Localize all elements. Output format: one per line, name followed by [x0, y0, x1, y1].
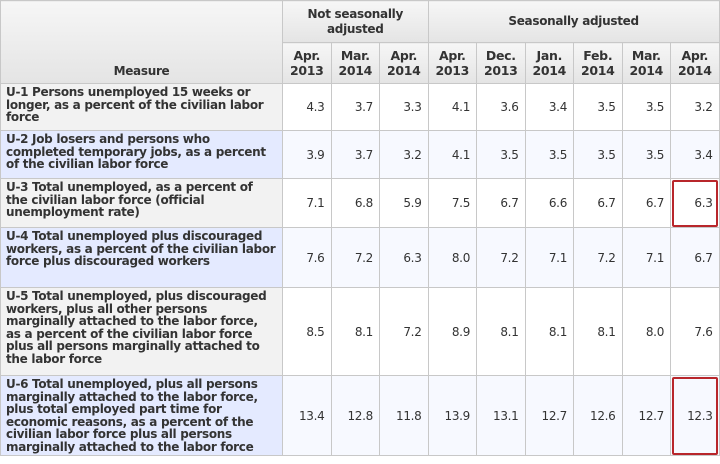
value-cell: 3.5	[573, 83, 623, 131]
value-cell: 3.4	[670, 130, 720, 179]
value-cell: 3.3	[379, 83, 429, 131]
value-cell: 8.0	[621, 287, 672, 376]
value-cell: 4.1	[427, 130, 478, 179]
value-cell: 4.3	[282, 83, 332, 131]
value-cell: 7.2	[379, 287, 429, 376]
value-cell: 12.6	[573, 375, 623, 456]
column-header: Apr. 2013	[282, 42, 332, 84]
value-cell: 4.1	[427, 83, 478, 131]
value-cell: 7.2	[476, 227, 526, 288]
value-cell: 8.1	[330, 287, 380, 376]
measure-cell: U-1 Persons unemployed 15 weeks or longe…	[0, 83, 283, 131]
measure-cell: U-2 Job losers and persons who completed…	[0, 130, 283, 179]
header-row: Apr. 2013 Mar. 2014 Apr. 2014 Apr. 2013 Dec.…	[1, 42, 720, 84]
value-cell: 7.1	[621, 227, 672, 288]
table-row: U-3 Total unemployed, as a percent of th…	[0, 178, 720, 228]
table-row: U-1 Persons unemployed 15 weeks or longe…	[0, 83, 720, 131]
column-header: Apr. 2014	[670, 42, 720, 84]
value-cell: 7.1	[524, 227, 575, 288]
value-cell: 8.5	[282, 287, 332, 376]
measure-cell: U-5 Total unemployed, plus discouraged w…	[0, 287, 283, 376]
measure-cell: U-6 Total unemployed, plus all persons m…	[0, 375, 283, 456]
value-cell: 6.3	[379, 227, 429, 288]
value-cell: 7.1	[282, 178, 332, 228]
value-cell: 7.5	[427, 178, 478, 228]
value-cell: 5.9	[379, 178, 429, 228]
value-cell: 7.2	[573, 227, 623, 288]
value-cell: 7.2	[330, 227, 380, 288]
value-cell: 6.6	[524, 178, 575, 228]
table-body: U-1 Persons unemployed 15 weeks or longe…	[0, 83, 720, 456]
measure-cell: U-4 Total unemployed plus discouraged wo…	[0, 227, 283, 288]
value-cell: 6.7	[476, 178, 526, 228]
table-row: U-5 Total unemployed, plus discouraged w…	[0, 287, 720, 376]
value-cell: 3.7	[330, 130, 380, 179]
value-cell: 3.5	[621, 83, 672, 131]
value-cell: 6.8	[330, 178, 380, 228]
measure-cell: U-3 Total unemployed, as a percent of th…	[0, 178, 283, 228]
value-cell: 8.1	[476, 287, 526, 376]
group-header: Not seasonally adjusted	[282, 0, 429, 43]
value-cell: 11.8	[379, 375, 429, 456]
table-header: Measure Not seasonally adjusted Seasonal…	[0, 0, 720, 84]
value-cell: 12.8	[330, 375, 380, 456]
value-cell: 3.6	[476, 83, 526, 131]
header-row: Measure Not seasonally adjusted Seasonal…	[0, 0, 720, 84]
value-cell: 6.7	[670, 227, 720, 288]
value-cell: 6.7	[621, 178, 672, 228]
column-header: Jan. 2014	[524, 42, 575, 84]
value-cell: 3.5	[621, 130, 672, 179]
value-cell: 3.2	[670, 83, 720, 131]
table-row: U-4 Total unemployed plus discouraged wo…	[0, 227, 720, 288]
value-cell: 3.5	[524, 130, 575, 179]
value-cell: 3.7	[330, 83, 380, 131]
column-header: Feb. 2014	[573, 42, 623, 84]
value-cell: 6.3	[670, 178, 720, 228]
value-cell: 13.9	[427, 375, 478, 456]
group-header: Seasonally adjusted	[427, 0, 720, 43]
column-header: Apr. 2014	[379, 42, 429, 84]
value-cell: 8.0	[427, 227, 478, 288]
table-row: U-2 Job losers and persons who completed…	[0, 130, 720, 179]
value-cell: 3.4	[524, 83, 575, 131]
measure-header: Measure	[0, 0, 283, 84]
value-cell: 3.5	[476, 130, 526, 179]
value-cell: 12.3	[670, 375, 720, 456]
value-cell: 3.2	[379, 130, 429, 179]
value-cell: 6.7	[573, 178, 623, 228]
column-header: Apr. 2013	[427, 42, 478, 84]
value-cell: 12.7	[524, 375, 575, 456]
table-row: U-6 Total unemployed, plus all persons m…	[0, 375, 720, 456]
value-cell: 3.5	[573, 130, 623, 179]
column-header: Dec. 2013	[476, 42, 526, 84]
value-cell: 8.1	[573, 287, 623, 376]
value-cell: 7.6	[670, 287, 720, 376]
value-cell: 3.9	[282, 130, 332, 179]
value-cell: 13.1	[476, 375, 526, 456]
value-cell: 12.7	[621, 375, 672, 456]
value-cell: 7.6	[282, 227, 332, 288]
value-cell: 8.1	[524, 287, 575, 376]
column-header: Mar. 2014	[330, 42, 380, 84]
value-cell: 13.4	[282, 375, 332, 456]
value-cell: 8.9	[427, 287, 478, 376]
column-header: Mar. 2014	[621, 42, 672, 84]
